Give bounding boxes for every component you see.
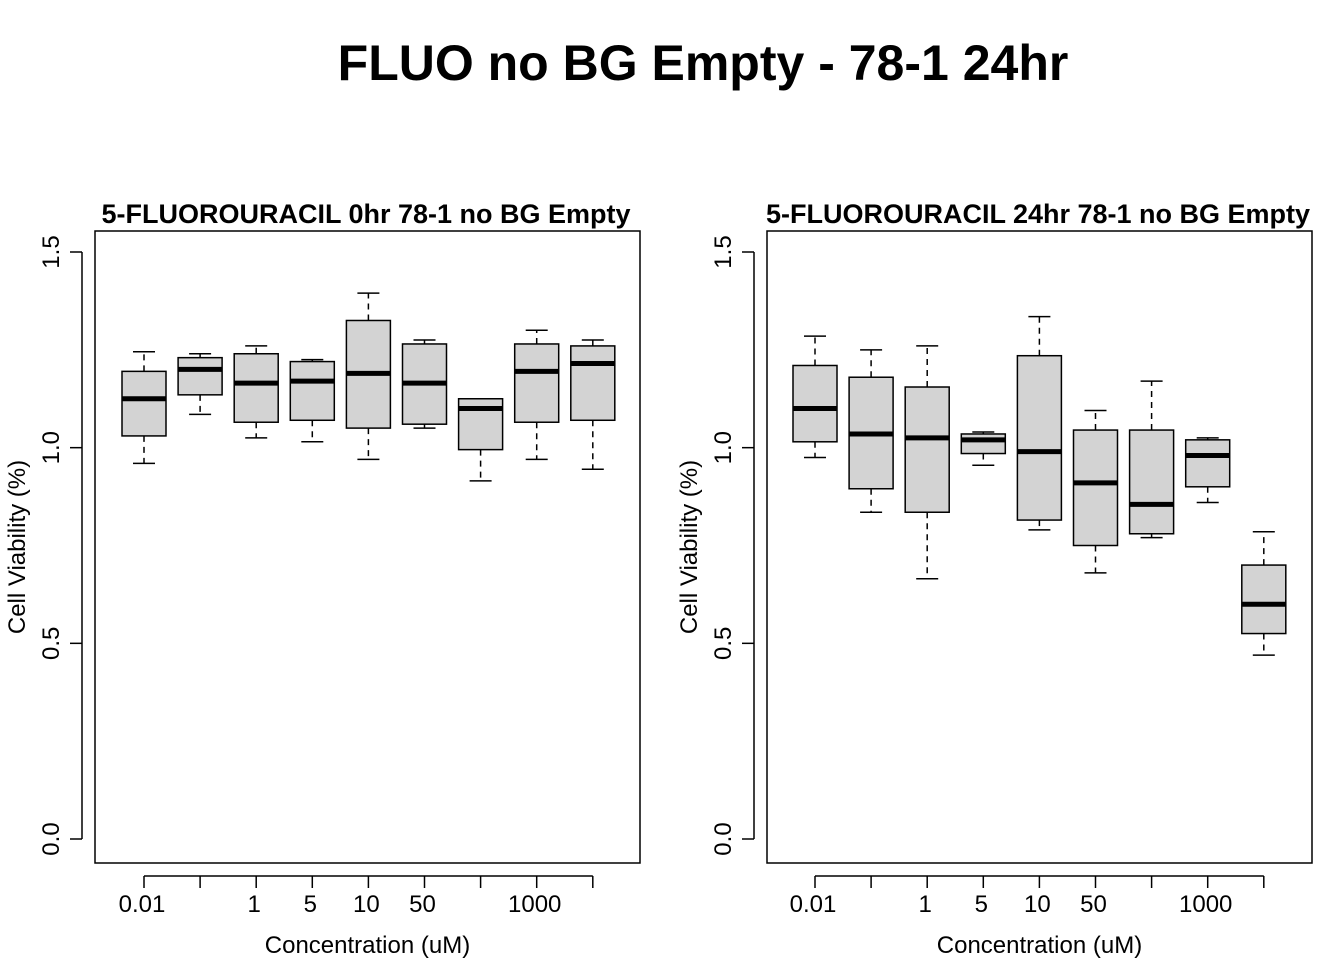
box-8 xyxy=(1184,437,1231,504)
x-tick-label: 50 xyxy=(1080,891,1107,918)
iqr-box xyxy=(233,352,279,423)
iqr-box xyxy=(1016,354,1063,521)
panel-title: 5-FLUOROURACIL 24hr 78-1 no BG Empty xyxy=(766,199,1310,229)
x-axis-label: Concentration (uM) xyxy=(937,932,1142,959)
iqr-box xyxy=(570,345,616,422)
iqr-box xyxy=(1128,429,1175,535)
main-title: FLUO no BG Empty - 78-1 24hr xyxy=(337,35,1069,91)
x-axis-label: Concentration (uM) xyxy=(265,932,470,959)
x-tick-label: 0.01 xyxy=(790,891,837,918)
x-tick-label: 1 xyxy=(919,891,932,918)
plot-frame xyxy=(94,230,641,864)
y-tick-label: 0.5 xyxy=(38,627,65,660)
box-2 xyxy=(177,352,223,416)
box-5 xyxy=(345,292,392,461)
panel-2: 5-FLUOROURACIL 24hr 78-1 no BG Empty 0.0 0… xyxy=(676,199,1313,959)
iqr-box xyxy=(289,360,336,422)
y-tick-label: 1.5 xyxy=(710,235,737,268)
box-9 xyxy=(1241,531,1287,656)
panel-1: 5-FLUOROURACIL 0hr 78-1 no BG Empty 0.0 0.… xyxy=(4,199,641,959)
x-tick-label: 1 xyxy=(248,891,261,918)
box-4 xyxy=(960,431,1007,467)
box-5 xyxy=(1016,315,1063,531)
iqr-box xyxy=(177,356,223,396)
x-tick-label: 50 xyxy=(409,891,436,918)
y-axis-label: Cell Viability (%) xyxy=(676,460,703,634)
iqr-box xyxy=(1184,439,1231,488)
y-tick-label: 1.0 xyxy=(710,431,737,464)
y-tick-label: 0.0 xyxy=(38,822,65,855)
iqr-box xyxy=(960,433,1007,455)
box-9 xyxy=(570,339,616,470)
y-tick-label: 0.5 xyxy=(710,627,737,660)
plot-frame xyxy=(766,230,1313,864)
iqr-box xyxy=(1072,429,1119,547)
box-6 xyxy=(401,339,448,429)
x-tick-label: 1000 xyxy=(508,891,561,918)
iqr-box xyxy=(513,343,560,423)
box-6 xyxy=(1072,409,1119,574)
box-3 xyxy=(233,345,279,439)
x-tick-label: 5 xyxy=(304,891,317,918)
panel-title: 5-FLUOROURACIL 0hr 78-1 no BG Empty xyxy=(101,199,630,229)
x-tick-label: 0.01 xyxy=(119,891,166,918)
box-4 xyxy=(289,358,336,443)
iqr-box xyxy=(792,364,838,443)
y-axis-label: Cell Viability (%) xyxy=(4,460,31,634)
box-7 xyxy=(1128,380,1175,539)
box-8 xyxy=(513,329,560,461)
y-tick-label: 0.0 xyxy=(710,822,737,855)
x-tick-label: 5 xyxy=(975,891,988,918)
box-2 xyxy=(848,349,894,513)
box-1 xyxy=(792,335,838,459)
iqr-box xyxy=(904,386,950,513)
x-tick-label: 10 xyxy=(1024,891,1051,918)
y-tick-label: 1.5 xyxy=(38,235,65,268)
box-1 xyxy=(121,351,167,465)
x-tick-label: 1000 xyxy=(1179,891,1232,918)
x-tick-label: 10 xyxy=(353,891,380,918)
box-7 xyxy=(457,398,504,482)
box-3 xyxy=(904,345,950,580)
y-tick-label: 1.0 xyxy=(38,431,65,464)
iqr-box xyxy=(1241,564,1287,635)
iqr-box xyxy=(121,370,167,437)
